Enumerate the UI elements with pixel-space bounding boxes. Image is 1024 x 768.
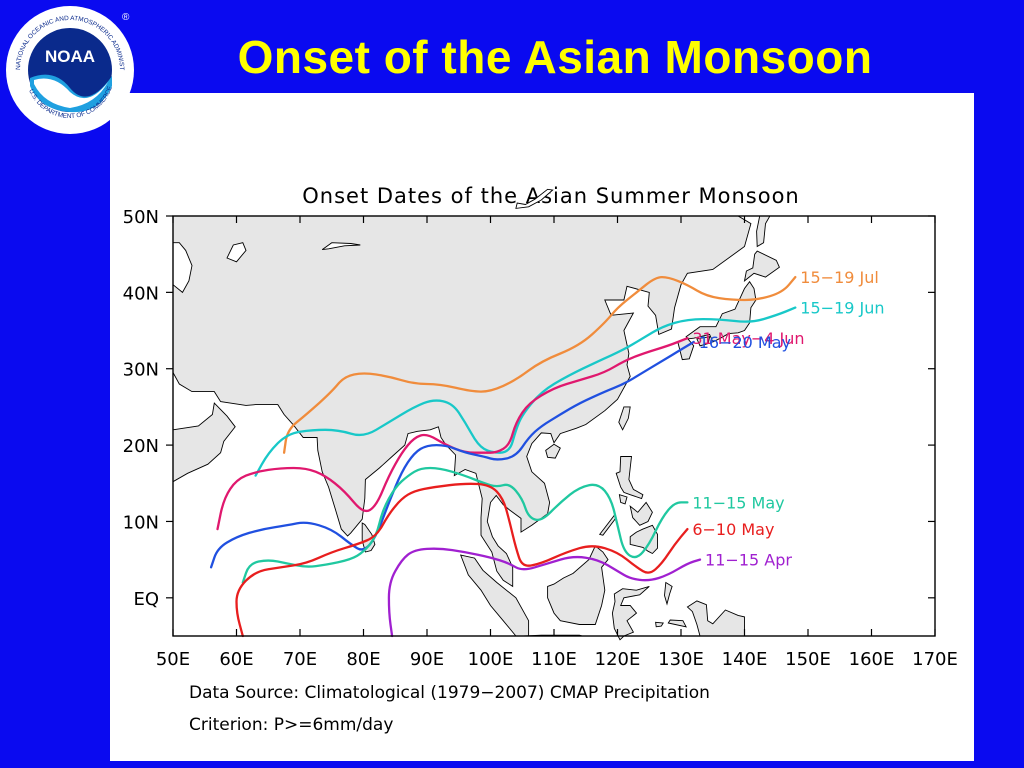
new-guinea-west-landmass [686, 600, 745, 637]
lat-tick-label: 20N [123, 436, 159, 457]
isochrone-label-6: 11−15 Apr [705, 551, 792, 570]
taiwan-landmass [618, 406, 631, 431]
sulawesi-landmass [611, 585, 650, 641]
lon-tick-label: 160E [849, 649, 895, 670]
land-layer [172, 188, 780, 641]
mindoro-landmass [618, 494, 628, 505]
hainan-landmass [545, 443, 561, 459]
lat-tick-label: 50N [123, 207, 159, 228]
map-panel: Onset Dates of the Asian Summer Monsoon … [110, 93, 974, 761]
lon-tick-label: 150E [785, 649, 831, 670]
lon-tick-label: 60E [219, 649, 253, 670]
buru-landmass [655, 621, 664, 628]
monsoon-onset-map: Onset Dates of the Asian Summer Monsoon … [123, 184, 958, 735]
luzon-landmass [615, 456, 644, 500]
lon-tick-label: 80E [346, 649, 380, 670]
mindanao-landmass [629, 524, 658, 555]
lon-tick-label: 100E [468, 649, 514, 670]
lon-tick-label: 110E [531, 649, 577, 670]
seram-landmass [667, 619, 687, 628]
isochrone-label-0: 15−19 Jul [800, 268, 879, 287]
criterion-note: Criterion: P>=6mm/day [189, 715, 393, 735]
aral-sea [226, 242, 247, 263]
registered-mark: ® [122, 12, 130, 23]
shikoku-landmass [696, 336, 711, 347]
data-source-note: Data Source: Climatological (1979−2007) … [189, 683, 710, 703]
isochrone-line-3 [209, 340, 695, 569]
isochrone-label-4: 11−15 May [692, 493, 784, 512]
borneo-landmass [547, 545, 609, 625]
lon-tick-label: 120E [595, 649, 641, 670]
isochrone-line-0 [282, 275, 797, 454]
axis-layer: 50E 60E 70E 80E 90E 100E 110E 120E 130E 140E 150E 1… [123, 207, 958, 670]
asia-mainland-landmass [172, 215, 752, 588]
lon-tick-label: 90E [410, 649, 444, 670]
logo-center-text: NOAA [45, 47, 95, 66]
halmahera-landmass [664, 581, 673, 606]
arabia-tip-landmass [172, 402, 236, 483]
map-frame [172, 215, 936, 637]
isochrone-line-5 [235, 482, 689, 638]
isochrone-line-2 [216, 337, 689, 531]
hokkaido-landmass [743, 250, 780, 283]
lon-tick-label: 170E [912, 649, 958, 670]
isochrone-line-6 [387, 547, 702, 638]
isochrone-label-3: 16−20 May [699, 333, 791, 352]
sakhalin-landmass [756, 215, 771, 248]
lat-tick-label: EQ [133, 589, 159, 610]
isochrone-line-1 [254, 306, 797, 477]
map-title: Onset Dates of the Asian Summer Monsoon [302, 184, 799, 208]
noaa-logo: NOAA NATIONAL OCEANIC AND ATMOSPHERIC AD… [2, 0, 136, 136]
lon-tick-label: 70E [283, 649, 317, 670]
caspian-sea [172, 242, 193, 294]
isochrone-layer [209, 275, 797, 638]
isochrone-label-5: 6−10 May [692, 520, 774, 539]
visayas-landmass [629, 501, 653, 526]
lon-tick-label: 130E [658, 649, 704, 670]
slide-title: Onset of the Asian Monsoon [237, 31, 873, 83]
lon-tick-label: 140E [722, 649, 768, 670]
palawan-landmass [598, 514, 617, 536]
isochrone-label-2: 31 May−4 Jun [692, 329, 804, 348]
isochrone-label-1: 15−19 Jun [800, 299, 884, 318]
lat-tick-label: 40N [123, 283, 159, 304]
lat-tick-label: 30N [123, 360, 159, 381]
lat-tick-label: 10N [123, 512, 159, 533]
honshu-landmass [685, 280, 757, 343]
isochrone-line-4 [241, 466, 689, 584]
lake-balkhash [321, 242, 361, 251]
lake-baikal [515, 188, 554, 209]
lon-tick-label: 50E [156, 649, 190, 670]
